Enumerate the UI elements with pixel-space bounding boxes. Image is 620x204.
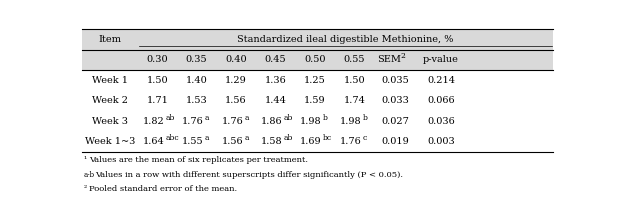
Text: 1.76: 1.76 xyxy=(340,137,361,146)
Text: ab: ab xyxy=(166,114,175,122)
Text: 0.40: 0.40 xyxy=(225,55,247,64)
Text: 1.76: 1.76 xyxy=(221,116,243,126)
Text: b: b xyxy=(363,114,367,122)
Text: 0.033: 0.033 xyxy=(381,96,409,105)
Text: 1.50: 1.50 xyxy=(343,76,365,85)
Text: Week 1~3: Week 1~3 xyxy=(85,137,135,146)
Text: 1.53: 1.53 xyxy=(186,96,208,105)
Text: 1.82: 1.82 xyxy=(143,116,164,126)
Text: abc: abc xyxy=(166,134,179,142)
Text: 1.56: 1.56 xyxy=(221,137,243,146)
Text: 0.019: 0.019 xyxy=(381,137,409,146)
Text: 1.29: 1.29 xyxy=(225,76,247,85)
Text: Pooled standard error of the mean.: Pooled standard error of the mean. xyxy=(89,185,237,193)
Text: 0.036: 0.036 xyxy=(427,116,455,126)
Text: 1.50: 1.50 xyxy=(146,76,168,85)
Text: 1.44: 1.44 xyxy=(265,96,286,105)
Text: Week 3: Week 3 xyxy=(92,116,128,126)
Text: 0.003: 0.003 xyxy=(427,137,455,146)
Text: 0.45: 0.45 xyxy=(265,55,286,64)
Text: ²: ² xyxy=(83,185,87,193)
Text: 1.74: 1.74 xyxy=(343,96,365,105)
Text: a: a xyxy=(244,134,249,142)
Text: 0.027: 0.027 xyxy=(381,116,409,126)
Text: 0.35: 0.35 xyxy=(186,55,208,64)
Text: 0.066: 0.066 xyxy=(427,96,455,105)
Text: 0.214: 0.214 xyxy=(427,76,455,85)
Text: 0.035: 0.035 xyxy=(381,76,409,85)
Text: Week 1: Week 1 xyxy=(92,76,128,85)
Text: 1.76: 1.76 xyxy=(182,116,204,126)
Text: Values are the mean of six replicates per treatment.: Values are the mean of six replicates pe… xyxy=(89,156,308,164)
Text: a-b: a-b xyxy=(83,171,94,178)
Text: 0.55: 0.55 xyxy=(343,55,365,64)
Text: c: c xyxy=(363,134,366,142)
Text: SEM: SEM xyxy=(378,55,401,64)
Text: ab: ab xyxy=(283,114,293,122)
Text: 1.98: 1.98 xyxy=(340,116,361,126)
Text: a: a xyxy=(244,114,249,122)
Text: 1.55: 1.55 xyxy=(182,137,203,146)
Text: 1.36: 1.36 xyxy=(265,76,286,85)
Text: 0.50: 0.50 xyxy=(304,55,326,64)
Text: Values in a row with different superscripts differ significantly (P < 0.05).: Values in a row with different superscri… xyxy=(95,171,403,178)
Text: 1.69: 1.69 xyxy=(300,137,322,146)
Text: 1.59: 1.59 xyxy=(304,96,326,105)
Text: 1.98: 1.98 xyxy=(300,116,322,126)
Text: 1.58: 1.58 xyxy=(261,137,283,146)
Text: Item: Item xyxy=(99,35,122,44)
Text: 1.64: 1.64 xyxy=(143,137,164,146)
Text: 0.30: 0.30 xyxy=(146,55,168,64)
Text: 1.56: 1.56 xyxy=(225,96,247,105)
Text: ¹: ¹ xyxy=(83,156,87,164)
Text: Week 2: Week 2 xyxy=(92,96,128,105)
Text: ab: ab xyxy=(283,134,293,142)
Text: a: a xyxy=(205,114,210,122)
Text: 1.25: 1.25 xyxy=(304,76,326,85)
Text: 1.40: 1.40 xyxy=(186,76,208,85)
Text: p-value: p-value xyxy=(423,55,459,64)
Text: b: b xyxy=(323,114,328,122)
Text: 1.71: 1.71 xyxy=(146,96,168,105)
Text: 1.86: 1.86 xyxy=(261,116,283,126)
Text: Standardized ileal digestible Methionine, %: Standardized ileal digestible Methionine… xyxy=(237,35,454,44)
Text: bc: bc xyxy=(323,134,332,142)
Text: a: a xyxy=(205,134,210,142)
Text: 2: 2 xyxy=(401,52,405,60)
